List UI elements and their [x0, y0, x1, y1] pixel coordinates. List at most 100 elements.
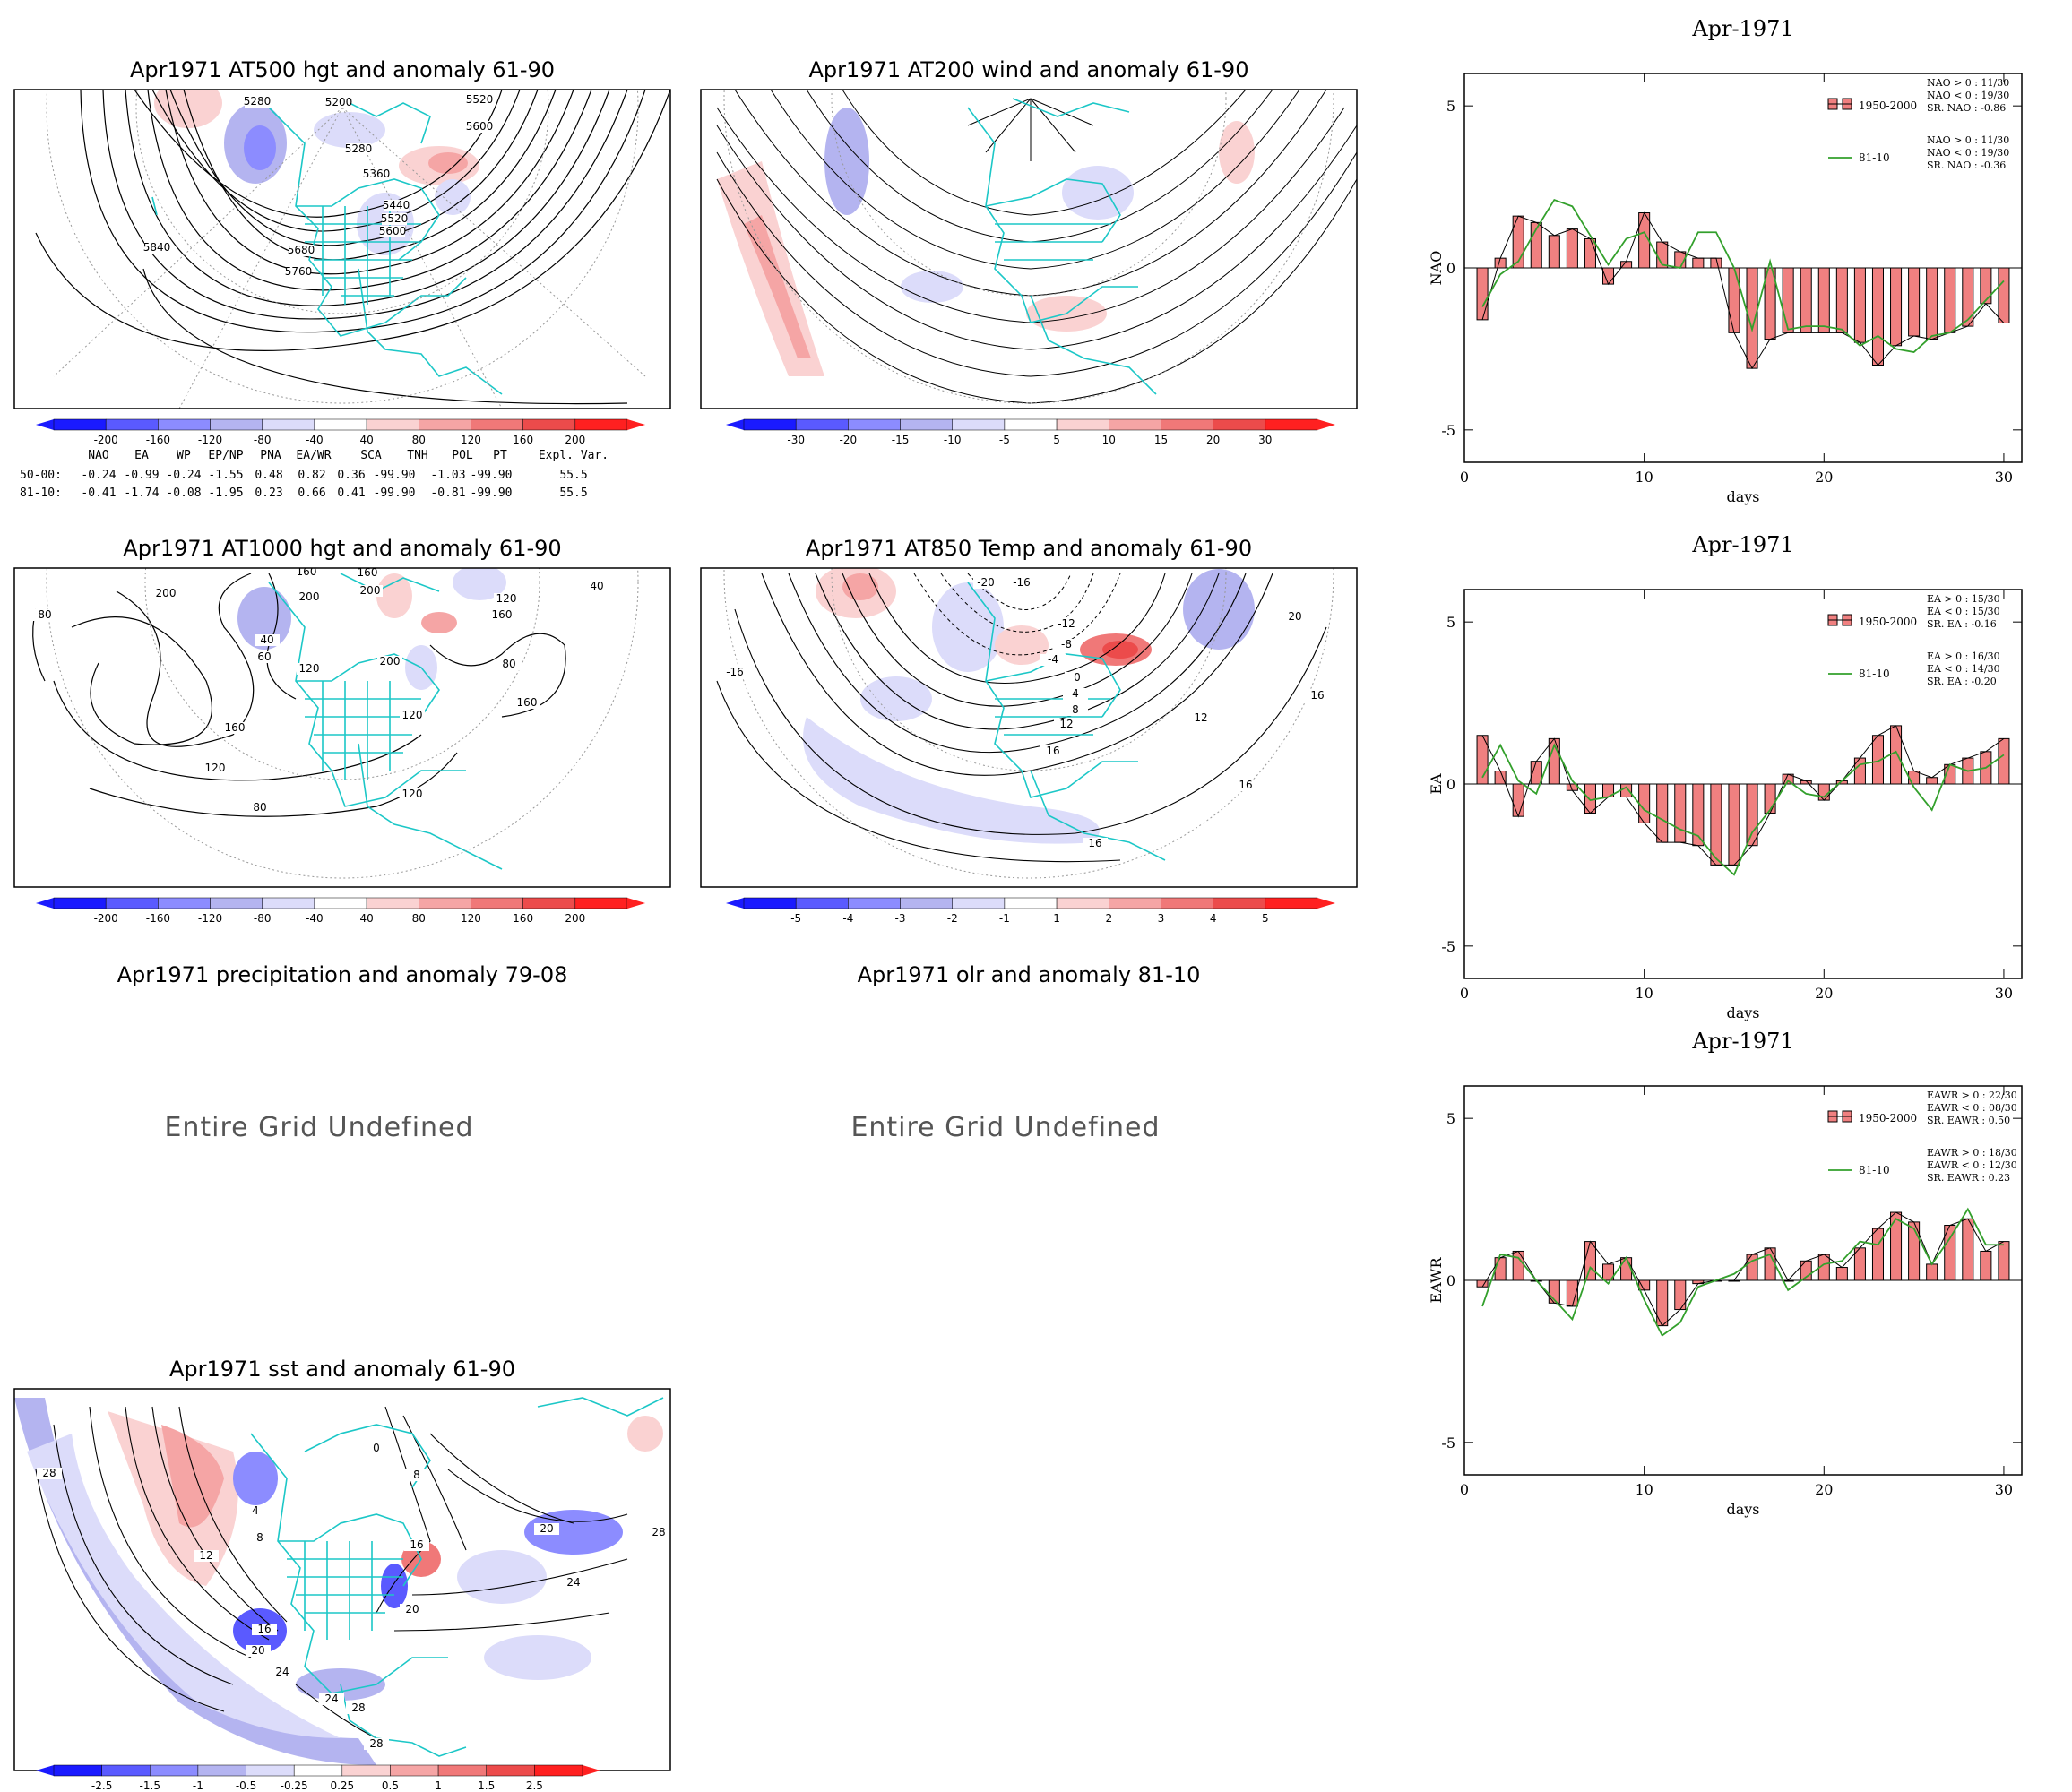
colorbar-arrow-right: [1317, 419, 1335, 430]
colorbar-tick-label: -10: [944, 434, 962, 446]
colorbar-tick-label: 120: [461, 912, 481, 925]
table-cell: -1.74: [124, 487, 159, 500]
bar: [1620, 261, 1633, 269]
colorbar-segment: [210, 897, 263, 909]
colorbar-tick-label: -2.5: [91, 1779, 112, 1792]
x-tick-label: 20: [1815, 469, 1833, 486]
colorbar-tick-label: -15: [892, 434, 910, 446]
colorbar-arrow-right: [583, 1765, 600, 1776]
map-frame: [13, 89, 671, 409]
legend-stat: EAWR < 0 : 08/30: [1927, 1102, 2017, 1114]
table-header-cell: TNH: [407, 449, 427, 462]
contour-label-bg: [382, 213, 407, 225]
colorbar-tick-label: 1: [1053, 912, 1060, 925]
undefined-message: Entire Grid Undefined: [850, 1112, 1160, 1143]
colorbar-tick-label: 160: [513, 434, 533, 446]
bar: [1674, 783, 1687, 843]
contour-label-bg: [1009, 577, 1034, 589]
map-frame: [700, 89, 1358, 409]
contour-label-bg: [1040, 654, 1066, 666]
contour-label: 60: [257, 650, 271, 663]
contour-label: -4: [1048, 653, 1058, 666]
table-cell: 0.66: [298, 487, 325, 500]
colorbar-segment: [574, 897, 628, 909]
contour-label: 120: [299, 662, 320, 675]
x-tick-label: 10: [1635, 469, 1653, 486]
contour-label: 5600: [466, 120, 494, 133]
contour-label: 5520: [466, 93, 494, 106]
table-cell: -1.55: [208, 469, 243, 482]
colorbar-segment: [246, 1764, 295, 1777]
contour-label-bg: [252, 1624, 277, 1635]
colorbar-segment: [1109, 418, 1161, 431]
contour-label: 4: [252, 1504, 259, 1517]
x-tick-label: 10: [1635, 985, 1653, 1002]
colorbar-tick-label: -1.5: [140, 1779, 160, 1792]
contour-label-bg: [355, 568, 380, 579]
colorbar-segment: [900, 418, 953, 431]
contour-label-bg: [203, 762, 228, 774]
colorbar-segment: [105, 418, 159, 431]
colorbar-segment: [522, 897, 576, 909]
legend-stat: NAO < 0 : 19/30: [1927, 90, 2009, 101]
contour-label: 16: [1046, 745, 1059, 757]
contour-label-bg: [400, 710, 425, 721]
contour-label: 20: [540, 1522, 553, 1535]
colorbar-arrow-right: [1317, 898, 1335, 909]
contour-label-bg: [973, 577, 998, 589]
contour-label: 12: [1059, 718, 1073, 730]
bar: [1998, 1241, 2010, 1281]
legend-stat: EA > 0 : 15/30: [1927, 593, 2000, 605]
contour-label-bg: [722, 667, 747, 678]
map-panel-precipitation: Apr1971 precipitation and anomaly 79-08 …: [117, 962, 568, 1143]
colorbar-tick-label: -120: [198, 434, 222, 446]
map-title: Apr1971 olr and anomaly 81-10: [858, 962, 1201, 987]
colorbar-arrow-right: [627, 898, 645, 909]
contour-label-bg: [252, 651, 277, 663]
contour-label-bg: [496, 659, 522, 670]
bar: [1835, 1267, 1848, 1281]
contour-label: 120: [205, 762, 226, 774]
colorbar-tick-label: -160: [146, 434, 170, 446]
bar: [1871, 1228, 1885, 1281]
contour-label: 160: [225, 721, 246, 734]
contour-label-bg: [1188, 712, 1213, 724]
colorbar-tick-label: 20: [1206, 434, 1220, 446]
x-tick-label: 30: [1995, 469, 2013, 486]
colorbar-segment: [534, 1764, 583, 1777]
contour-label: 16: [1239, 779, 1252, 791]
map-panel-olr: Apr1971 olr and anomaly 81-10 Entire Gri…: [850, 962, 1200, 1143]
contour-label: 20: [1288, 610, 1301, 623]
bar: [1746, 783, 1758, 847]
contour-label-bg: [294, 568, 319, 578]
colorbar-tick-label: -120: [198, 912, 222, 925]
colorbar-tick-label: 120: [461, 434, 481, 446]
contour-label-bg: [255, 634, 280, 646]
contour-label: 12: [1194, 711, 1207, 724]
contour-label-bg: [646, 1527, 670, 1538]
contour-label-bg: [243, 1505, 268, 1517]
contour-label-bg: [467, 121, 492, 133]
contour-label: 5280: [244, 95, 272, 108]
legend-label: 81-10: [1859, 151, 1890, 164]
contour-label: 0: [1074, 671, 1081, 684]
bar: [1817, 267, 1830, 333]
table-header-cell: EA: [134, 449, 149, 462]
colorbar-segment: [795, 418, 849, 431]
colorbar-arrow-left: [36, 1765, 54, 1776]
bar: [1620, 1257, 1633, 1281]
contour-label: 20: [405, 1603, 419, 1615]
legend-stat: EA < 0 : 14/30: [1927, 663, 2000, 675]
bar: [1926, 1263, 1938, 1281]
bar: [1512, 1250, 1524, 1281]
y-tick-label: 0: [1446, 260, 1455, 277]
colorbar-segment: [471, 897, 523, 909]
table-header-cell: SCA: [360, 449, 382, 462]
contour-label: 8: [413, 1469, 420, 1481]
contour-label-bg: [297, 663, 322, 675]
table-header-cell: PNA: [260, 449, 281, 462]
contour-label: 5760: [285, 265, 313, 278]
table-cell: 55.5: [559, 487, 587, 500]
contour-label: -12: [1058, 617, 1075, 630]
